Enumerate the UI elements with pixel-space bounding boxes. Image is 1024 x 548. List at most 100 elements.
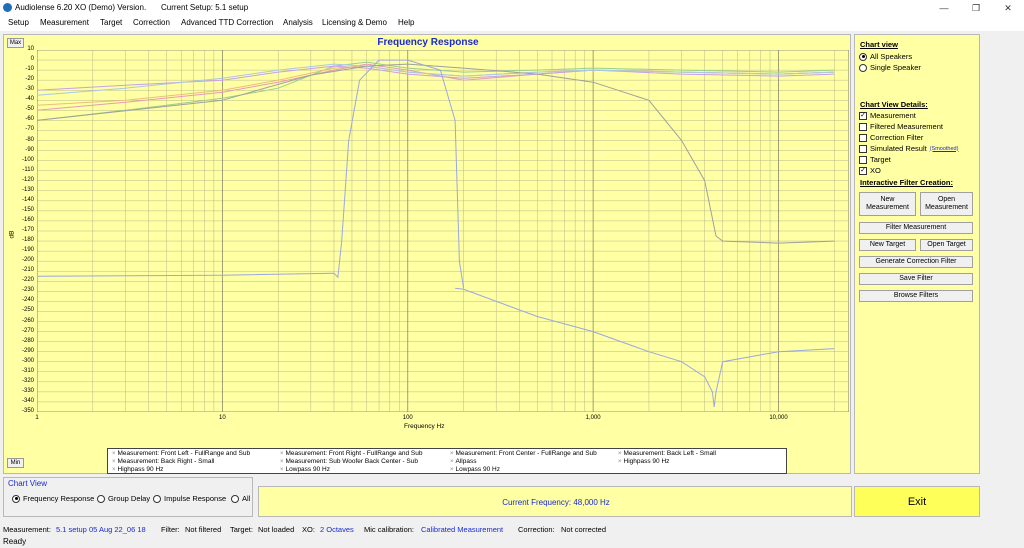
generate-correction-button[interactable]: Generate Correction Filter xyxy=(859,256,973,268)
chart-panel: Max Frequency Response 10 0 -10 -20 -30 -40 -5… xyxy=(3,34,851,474)
details-title: Chart View Details: xyxy=(860,100,928,109)
legend-lowpass-1: × Lowpass 90 Hz xyxy=(280,466,330,473)
y-tick-label: -20 xyxy=(25,76,34,83)
browse-filters-button[interactable]: Browse Filters xyxy=(859,290,973,302)
minimize-icon[interactable]: — xyxy=(939,3,949,13)
smoothed-link[interactable]: (Smoothed) xyxy=(929,145,959,152)
status-mic-label: Mic calibration: xyxy=(364,525,415,534)
legend-marker-icon: × xyxy=(450,459,454,465)
simulated-result-label: Simulated Result xyxy=(870,144,927,153)
restore-icon[interactable]: ❐ xyxy=(971,3,981,13)
series-line xyxy=(37,63,835,96)
status-mic-value: Calibrated Measurement xyxy=(421,525,504,534)
menu-correction[interactable]: Correction xyxy=(133,18,170,27)
menu-analysis[interactable]: Analysis xyxy=(283,18,313,27)
legend-sub-woofer: × Measurement: Sub Woofer Back Center - S… xyxy=(280,458,418,465)
single-speaker-label: Single Speaker xyxy=(870,63,921,72)
chart-view-group-title: Chart View xyxy=(8,479,47,488)
max-button[interactable]: Max xyxy=(7,38,24,48)
legend-label: Lowpass 90 Hz xyxy=(285,466,330,473)
checkbox-icon xyxy=(859,133,867,142)
target-checkbox[interactable]: Target xyxy=(859,155,891,164)
current-setup-label: Current Setup: 5.1 setup xyxy=(161,3,249,12)
current-frequency-box: Current Frequency: 48,000 Hz xyxy=(258,486,852,517)
exit-button[interactable]: Exit xyxy=(854,486,980,517)
menu-advanced-ttd[interactable]: Advanced TTD Correction xyxy=(181,18,274,27)
legend-label: Measurement: Sub Woofer Back Center - Su… xyxy=(285,458,418,465)
y-tick-label: -290 xyxy=(21,347,34,354)
legend-front-left: × Measurement: Front Left - FullRange and… xyxy=(112,450,250,457)
legend-back-left: × Measurement: Back Left - Small xyxy=(618,450,716,457)
interactive-title: Interactive Filter Creation: xyxy=(860,178,953,187)
legend-marker-icon: × xyxy=(112,459,116,465)
target-label: Target xyxy=(870,155,891,164)
new-measurement-button[interactable]: New Measurement xyxy=(859,192,916,216)
checkbox-icon xyxy=(859,122,867,131)
group-delay-label: Group Delay xyxy=(108,494,151,503)
checkbox-icon xyxy=(859,155,867,164)
y-tick-label: -70 xyxy=(25,126,34,133)
frequency-response-plot[interactable] xyxy=(37,50,849,412)
status-target-value: Not loaded xyxy=(258,525,295,534)
radio-icon xyxy=(97,494,105,503)
y-tick-label: -110 xyxy=(22,166,34,173)
chart-view-title: Chart view xyxy=(860,40,898,49)
menu-setup[interactable]: Setup xyxy=(8,18,29,27)
app-logo-icon xyxy=(3,3,12,12)
all-label: All xyxy=(242,494,251,503)
y-tick-label: -100 xyxy=(21,156,34,163)
y-tick-label: -190 xyxy=(21,247,34,254)
window-title: Audiolense 6.20 XO (Demo) Version. xyxy=(15,3,147,12)
y-tick-label: -260 xyxy=(21,317,34,324)
simulated-result-checkbox[interactable]: Simulated Result (Smoothed) xyxy=(859,144,958,153)
correction-filter-checkbox[interactable]: Correction Filter xyxy=(859,133,923,142)
y-tick-label: -330 xyxy=(21,387,34,394)
measurement-checkbox[interactable]: ✓ Measurement xyxy=(859,111,916,120)
y-tick-label: 0 xyxy=(30,56,34,63)
x-tick-label: 1 xyxy=(35,415,39,421)
menu-target[interactable]: Target xyxy=(100,18,123,27)
chart-legend: × Measurement: Front Left - FullRange and… xyxy=(107,448,787,474)
open-measurement-button[interactable]: Open Measurement xyxy=(920,192,973,216)
impulse-response-radio[interactable]: Impulse Response xyxy=(153,494,226,503)
x-axis-label: Frequency Hz xyxy=(404,423,445,430)
y-tick-label: 10 xyxy=(27,46,34,52)
x-tick-label: 10,000 xyxy=(769,415,788,421)
series-line xyxy=(37,61,835,121)
xo-label: XO xyxy=(870,166,881,175)
legend-label: Measurement: Back Right - Small xyxy=(117,458,215,465)
filter-measurement-button[interactable]: Filter Measurement xyxy=(859,222,973,234)
x-tick-label: 1,000 xyxy=(585,415,601,421)
legend-marker-icon: × xyxy=(280,451,284,457)
legend-marker-icon: × xyxy=(618,459,622,465)
legend-label: Measurement: Front Right - FullRange and… xyxy=(285,450,423,457)
y-tick-label: -340 xyxy=(21,397,34,404)
legend-highpass-1: × Highpass 90 Hz xyxy=(618,458,669,465)
menu-measurement[interactable]: Measurement xyxy=(40,18,89,27)
y-tick-label: -220 xyxy=(21,277,34,284)
group-delay-radio[interactable]: Group Delay xyxy=(97,494,150,503)
legend-marker-icon: × xyxy=(112,467,116,473)
x-tick-label: 10 xyxy=(219,415,226,421)
menu-licensing[interactable]: Licensing & Demo xyxy=(322,18,387,27)
y-tick-label: -60 xyxy=(25,116,34,123)
save-filter-button[interactable]: Save Filter xyxy=(859,273,973,285)
all-speakers-label: All Speakers xyxy=(870,52,913,61)
y-tick-label: -350 xyxy=(21,408,34,414)
legend-marker-icon: × xyxy=(450,467,454,473)
legend-lowpass-2: × Lowpass 90 Hz xyxy=(450,466,500,473)
filtered-measurement-checkbox[interactable]: Filtered Measurement xyxy=(859,122,943,131)
legend-allpass: × Allpass xyxy=(450,458,476,465)
all-speakers-radio[interactable]: All Speakers xyxy=(859,52,912,61)
frequency-response-radio[interactable]: Frequency Response xyxy=(12,494,94,503)
min-button[interactable]: Min xyxy=(7,458,24,468)
legend-back-right: × Measurement: Back Right - Small xyxy=(112,458,214,465)
open-target-button[interactable]: Open Target xyxy=(920,239,973,251)
new-target-button[interactable]: New Target xyxy=(859,239,916,251)
chart-view-group: Chart View Frequency Response Group Dela… xyxy=(3,477,253,517)
menu-help[interactable]: Help xyxy=(398,18,415,27)
close-icon[interactable]: ✕ xyxy=(1004,3,1012,13)
xo-checkbox[interactable]: ✓ XO xyxy=(859,166,881,175)
single-speaker-radio[interactable]: Single Speaker xyxy=(859,63,921,72)
all-radio[interactable]: All xyxy=(231,494,250,503)
